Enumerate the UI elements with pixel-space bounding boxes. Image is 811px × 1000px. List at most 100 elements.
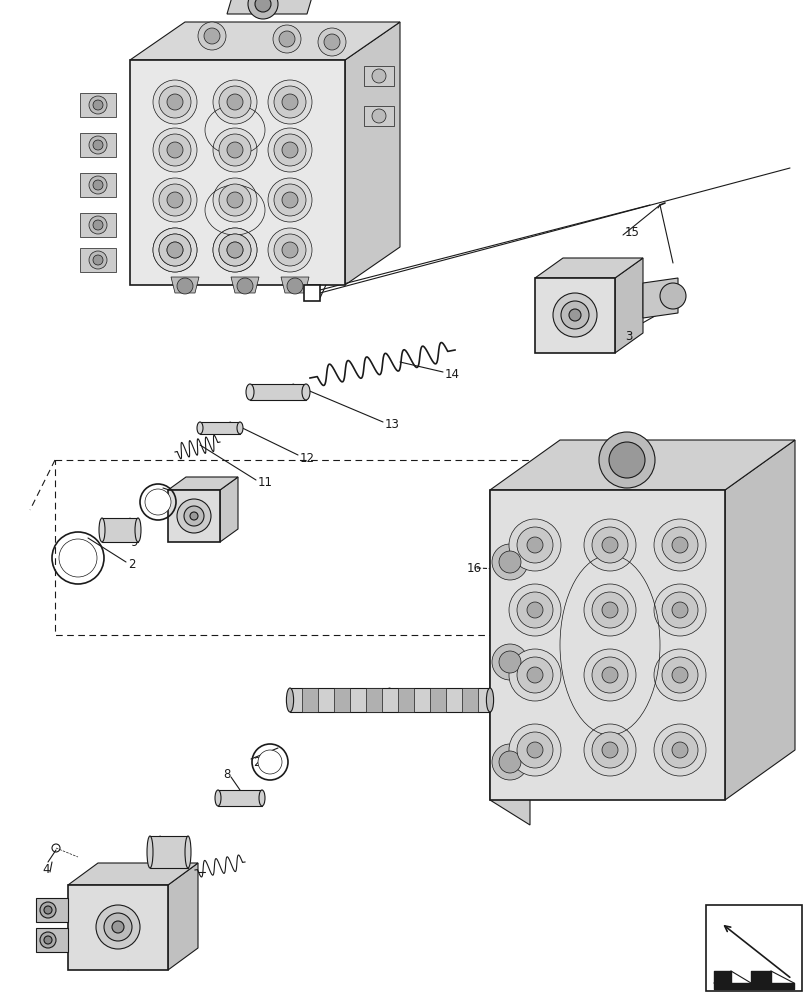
Circle shape [281,142,298,158]
Circle shape [89,96,107,114]
Polygon shape [724,440,794,800]
Circle shape [44,936,52,944]
Circle shape [569,309,581,321]
Circle shape [212,128,257,172]
Text: 3: 3 [624,330,632,344]
Circle shape [152,128,197,172]
Circle shape [672,537,687,553]
Circle shape [112,921,124,933]
Circle shape [591,657,627,693]
Circle shape [227,94,242,110]
Text: 7: 7 [172,863,179,876]
Circle shape [152,228,197,272]
Ellipse shape [215,790,221,806]
Circle shape [177,499,211,533]
Circle shape [279,31,294,47]
Circle shape [227,242,242,258]
Polygon shape [217,790,262,806]
Ellipse shape [185,836,191,868]
Circle shape [371,109,385,123]
Circle shape [44,906,52,914]
Polygon shape [397,688,414,712]
Circle shape [167,192,182,208]
Bar [303,285,320,301]
Circle shape [159,134,191,166]
Polygon shape [80,248,116,272]
Polygon shape [345,22,400,285]
Circle shape [247,0,277,19]
Polygon shape [227,0,311,14]
Ellipse shape [302,384,310,400]
Circle shape [177,278,193,294]
Circle shape [152,228,197,272]
Polygon shape [130,22,400,60]
Circle shape [601,742,617,758]
Circle shape [167,94,182,110]
Polygon shape [80,133,116,157]
Circle shape [560,301,588,329]
Circle shape [268,178,311,222]
Circle shape [152,80,197,124]
Text: 2: 2 [128,558,135,572]
Circle shape [167,242,182,258]
Circle shape [583,519,635,571]
Polygon shape [220,477,238,542]
Circle shape [212,178,257,222]
Circle shape [601,537,617,553]
Circle shape [653,649,705,701]
Ellipse shape [486,688,493,712]
Circle shape [286,278,303,294]
Circle shape [159,234,191,266]
Circle shape [40,902,56,918]
Text: 6: 6 [158,836,165,849]
Circle shape [59,539,97,577]
Circle shape [227,242,242,258]
Circle shape [672,742,687,758]
Circle shape [653,519,705,571]
Circle shape [89,136,107,154]
Circle shape [219,86,251,118]
Polygon shape [68,863,198,885]
Circle shape [281,242,298,258]
Circle shape [491,544,527,580]
Polygon shape [102,518,138,542]
Circle shape [601,602,617,618]
Circle shape [159,234,191,266]
Circle shape [227,192,242,208]
Text: 14: 14 [444,368,460,381]
Circle shape [212,228,257,272]
Circle shape [145,489,171,515]
Ellipse shape [99,518,105,542]
Polygon shape [36,898,68,922]
Polygon shape [168,490,220,542]
Polygon shape [281,277,309,293]
Polygon shape [171,277,199,293]
Polygon shape [150,836,188,868]
Circle shape [499,551,521,573]
Circle shape [517,657,552,693]
Circle shape [526,537,543,553]
Circle shape [583,724,635,776]
Ellipse shape [147,836,152,868]
Circle shape [93,100,103,110]
Circle shape [104,913,132,941]
Circle shape [526,667,543,683]
Polygon shape [333,688,350,712]
Ellipse shape [237,422,242,434]
Bar [705,905,801,991]
Polygon shape [534,278,614,353]
Polygon shape [168,477,238,490]
Circle shape [653,724,705,776]
Circle shape [212,228,257,272]
Circle shape [526,742,543,758]
Circle shape [268,80,311,124]
Circle shape [517,732,552,768]
Polygon shape [80,93,116,117]
Circle shape [198,22,225,50]
Circle shape [268,128,311,172]
Polygon shape [489,440,794,490]
Polygon shape [363,66,393,86]
Circle shape [591,527,627,563]
Circle shape [552,293,596,337]
Text: 9: 9 [130,536,137,550]
